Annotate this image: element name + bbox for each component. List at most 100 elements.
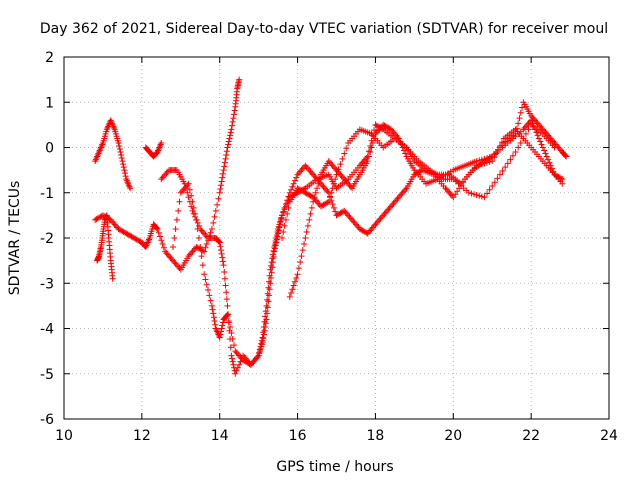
data-point [280, 228, 287, 235]
data-point [215, 195, 222, 202]
data-point [288, 186, 295, 193]
data-point [538, 141, 545, 148]
data-point [522, 130, 529, 137]
data-point [221, 163, 228, 170]
data-point [116, 146, 123, 153]
data-point [224, 311, 231, 318]
data-point [325, 198, 332, 205]
data-point [271, 245, 278, 252]
data-point [460, 179, 467, 186]
data-point [219, 174, 226, 181]
data-point [332, 208, 339, 215]
data-point [217, 331, 224, 338]
data-point [306, 216, 313, 223]
data-point [221, 159, 228, 166]
data-point [221, 275, 228, 282]
data-point [230, 111, 237, 118]
series-track-f [170, 126, 566, 368]
data-point [226, 135, 233, 142]
data-point [267, 274, 274, 281]
data-point [559, 176, 566, 183]
data-point [491, 179, 498, 186]
data-point [279, 212, 285, 219]
data-point [450, 194, 457, 201]
data-point [454, 188, 461, 195]
series-track-g [286, 117, 566, 300]
data-point [268, 269, 275, 276]
data-point [206, 292, 213, 299]
data-point [223, 152, 230, 159]
data-point [210, 310, 217, 317]
data-point [290, 282, 297, 289]
data-point [339, 208, 346, 215]
data-point [369, 139, 376, 146]
data-point [218, 247, 225, 254]
data-point [330, 180, 337, 187]
data-point [535, 135, 542, 142]
x-tick-label: 14 [211, 428, 229, 444]
data-point [236, 361, 243, 368]
data-point [219, 319, 226, 326]
data-point [545, 156, 552, 163]
data-point [221, 268, 228, 275]
data-point [219, 254, 226, 261]
data-point [329, 185, 336, 192]
data-point [227, 132, 234, 139]
data-point [279, 235, 285, 241]
data-point [121, 170, 128, 177]
data-point [193, 216, 200, 223]
chart-title: Day 362 of 2021, Sidereal Day-to-day VTE… [40, 21, 608, 37]
data-point [230, 115, 237, 122]
data-point [517, 109, 524, 116]
data-point [298, 253, 305, 260]
data-point [121, 167, 128, 174]
data-point [534, 132, 541, 139]
data-point [478, 193, 485, 200]
data-point [330, 204, 337, 211]
data-point [548, 165, 555, 172]
data-point [216, 239, 223, 246]
data-point [219, 258, 226, 265]
data-point [227, 129, 234, 136]
y-axis-label: SDTVAR / TECUs [7, 181, 23, 296]
y-tick-label: -5 [40, 367, 54, 383]
data-point [515, 144, 522, 151]
data-point [266, 292, 273, 299]
data-point [203, 241, 210, 248]
data-point [484, 190, 491, 197]
data-point [541, 147, 548, 154]
data-point [118, 152, 125, 159]
data-point [218, 182, 225, 189]
data-point [269, 259, 276, 266]
data-point [282, 201, 289, 208]
data-point [192, 210, 199, 217]
data-point [513, 125, 520, 132]
data-point [171, 235, 178, 241]
data-point [542, 150, 549, 157]
data-point [547, 162, 554, 169]
data-point [229, 358, 236, 365]
data-point [282, 216, 289, 223]
data-point [173, 216, 180, 223]
data-point [225, 138, 232, 145]
data-point [230, 361, 237, 368]
data-point [525, 126, 532, 133]
data-point [301, 241, 308, 248]
data-point [367, 149, 374, 156]
data-point [286, 189, 293, 196]
series-track-d [92, 76, 243, 273]
data-point [294, 271, 301, 278]
data-point [307, 210, 314, 217]
data-point [189, 207, 196, 214]
data-point [262, 323, 269, 330]
data-point [557, 175, 564, 182]
data-point [223, 148, 230, 155]
data-point [219, 170, 226, 177]
data-point [291, 278, 298, 285]
y-tick-label: 0 [45, 141, 54, 157]
data-point [155, 229, 162, 236]
x-tick-label: 12 [133, 428, 151, 444]
data-point [229, 122, 236, 129]
data-point [218, 325, 225, 332]
